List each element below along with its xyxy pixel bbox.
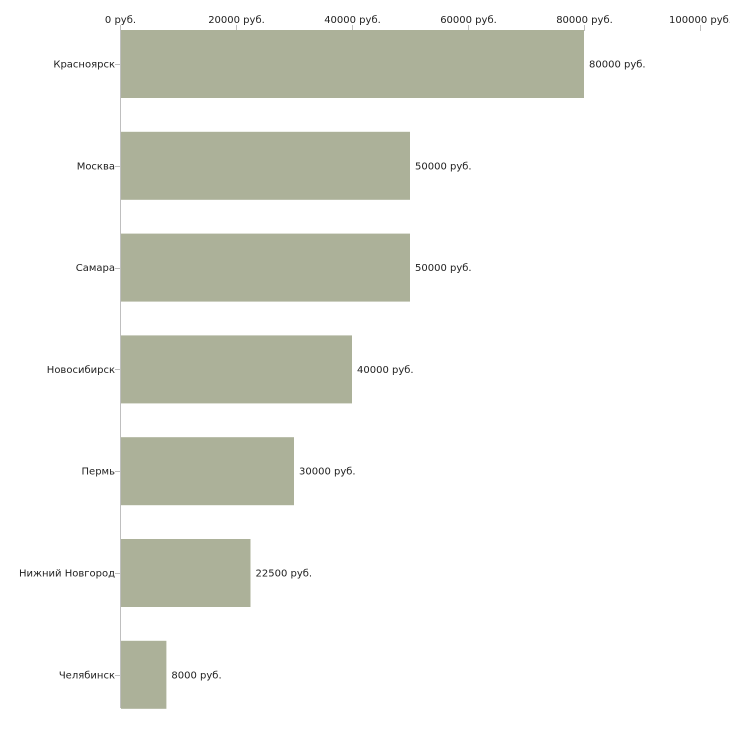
bar-value-label: 40000 руб. [357, 365, 414, 376]
category-label: Красноярск [53, 60, 115, 71]
bar [121, 335, 352, 404]
x-tick-label: 60000 руб. [440, 15, 497, 26]
x-tick-label: 0 руб. [105, 15, 136, 26]
bar [121, 539, 251, 607]
y-axis: Красноярск Москва Самара Новосибирск Пермь Ни… [19, 30, 121, 708]
x-tick-label: 40000 руб. [324, 15, 381, 26]
bar-value-label: 50000 руб. [415, 161, 472, 172]
category-label: Новосибирск [47, 365, 115, 376]
bar-value-label: 8000 руб. [171, 670, 221, 681]
bar-value-label: 80000 руб. [589, 60, 646, 71]
bar [121, 30, 584, 98]
category-label: Москва [77, 161, 115, 172]
bars-group: 80000 руб. 50000 руб. 50000 руб. 40000 руб.… [121, 30, 646, 709]
x-axis: 0 руб. 20000 руб. 40000 руб. 60000 руб. 8000… [105, 15, 730, 31]
bar-value-label: 22500 руб. [256, 569, 313, 580]
bar-value-label: 50000 руб. [415, 263, 472, 274]
bar-value-label: 30000 руб. [299, 467, 356, 478]
category-label: Челябинск [59, 670, 115, 681]
bar [121, 437, 294, 506]
category-label: Пермь [82, 467, 116, 478]
category-label: Самара [76, 263, 115, 274]
category-label: Нижний Новгород [19, 569, 115, 580]
x-tick-label: 100000 руб. [669, 15, 730, 26]
bar [121, 131, 410, 200]
bar [121, 640, 167, 709]
x-tick-label: 20000 руб. [208, 15, 265, 26]
x-tick-label: 80000 руб. [556, 15, 613, 26]
bar [121, 233, 410, 302]
